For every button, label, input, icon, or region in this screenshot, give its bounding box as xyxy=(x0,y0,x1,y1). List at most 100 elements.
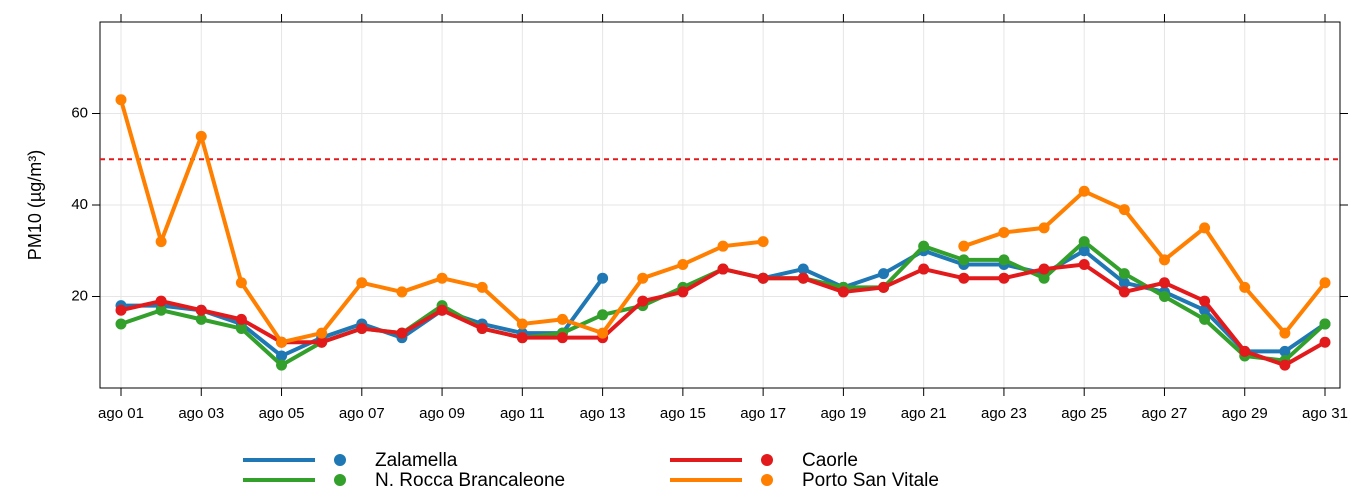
data-point xyxy=(155,304,167,316)
data-point xyxy=(476,281,488,293)
data-point xyxy=(1158,291,1170,302)
x-tick-label: ago 05 xyxy=(259,405,305,422)
legend-label: Caorle xyxy=(802,450,858,471)
data-point xyxy=(155,236,167,248)
y-axis-label: PM10 (µg/m³) xyxy=(25,150,45,260)
data-point xyxy=(155,295,167,307)
data-point xyxy=(717,240,729,252)
legend-label: N. Rocca Brancaleone xyxy=(375,470,565,488)
x-tick-label: ago 17 xyxy=(740,405,786,422)
data-point xyxy=(1118,204,1130,216)
data-point xyxy=(235,277,247,289)
x-tick-label: ago 21 xyxy=(901,405,947,422)
legend-dot xyxy=(334,454,346,466)
data-point xyxy=(1078,236,1090,248)
series-line xyxy=(120,262,1326,368)
data-point xyxy=(1038,222,1050,234)
data-point xyxy=(115,304,127,316)
data-point xyxy=(1078,258,1090,270)
x-tick-label: ago 23 xyxy=(981,405,1027,422)
x-tick-label: ago 29 xyxy=(1222,405,1268,422)
data-point xyxy=(356,277,368,289)
data-point xyxy=(556,313,568,325)
data-point xyxy=(637,295,649,307)
data-point xyxy=(797,272,809,284)
data-point xyxy=(717,263,729,275)
y-tick-label: 60 xyxy=(71,104,88,121)
data-point xyxy=(878,281,890,293)
data-point xyxy=(1279,327,1291,339)
legend-label: Zalamella xyxy=(375,450,458,471)
data-point xyxy=(115,318,127,330)
data-point xyxy=(556,332,568,344)
data-point xyxy=(1279,359,1291,371)
data-point xyxy=(757,236,769,248)
data-point xyxy=(677,258,689,270)
data-point xyxy=(837,286,849,298)
data-point xyxy=(235,323,247,335)
data-point xyxy=(1319,336,1331,348)
data-point xyxy=(1118,268,1130,280)
data-point xyxy=(1199,222,1211,234)
data-point xyxy=(597,309,609,321)
x-tick-label: ago 13 xyxy=(580,405,626,422)
y-tick-label: 40 xyxy=(71,196,88,213)
data-point xyxy=(998,226,1010,238)
x-tick-label: ago 01 xyxy=(98,405,144,422)
data-point xyxy=(597,272,609,284)
data-point xyxy=(316,327,328,339)
x-tick-label: ago 27 xyxy=(1142,405,1188,422)
x-tick-label: ago 19 xyxy=(820,405,866,422)
data-point xyxy=(356,323,368,335)
data-point xyxy=(998,272,1010,284)
data-point xyxy=(516,332,528,344)
data-point xyxy=(918,240,930,252)
legend-label: Porto San Vitale xyxy=(802,470,939,488)
data-point xyxy=(958,272,970,284)
data-point xyxy=(797,263,809,275)
data-point xyxy=(276,359,288,371)
x-tick-label: ago 31 xyxy=(1302,405,1348,422)
data-point xyxy=(276,350,288,362)
data-point xyxy=(757,272,769,284)
data-point xyxy=(1158,277,1170,289)
data-point xyxy=(436,304,448,316)
x-tick-label: ago 11 xyxy=(500,405,545,422)
legend-dot xyxy=(761,454,773,466)
data-point xyxy=(958,254,970,266)
data-point xyxy=(1199,313,1211,325)
data-point xyxy=(276,336,288,348)
data-point xyxy=(637,272,649,284)
data-point xyxy=(1078,185,1090,197)
data-point xyxy=(396,327,408,339)
data-point xyxy=(998,254,1010,266)
data-point xyxy=(918,263,930,275)
data-point xyxy=(1319,277,1331,289)
data-point xyxy=(1199,295,1211,307)
data-point xyxy=(1038,263,1050,275)
data-point xyxy=(1118,286,1130,298)
data-point xyxy=(878,268,890,280)
data-point xyxy=(516,318,528,330)
data-point xyxy=(1118,277,1130,289)
x-tick-label: ago 09 xyxy=(419,405,465,422)
data-point xyxy=(396,286,408,298)
data-point xyxy=(115,94,127,106)
data-point xyxy=(235,313,247,325)
data-point xyxy=(436,272,448,284)
x-tick-label: ago 07 xyxy=(339,405,385,422)
legend-dot xyxy=(761,474,773,486)
data-point xyxy=(1279,345,1291,357)
data-point xyxy=(476,323,488,335)
y-tick-label: 20 xyxy=(71,287,88,304)
legend-dot xyxy=(334,474,346,486)
data-point xyxy=(1038,272,1050,284)
data-point xyxy=(958,240,970,252)
x-tick-label: ago 25 xyxy=(1061,405,1107,422)
x-tick-label: ago 03 xyxy=(178,405,224,422)
series-line xyxy=(963,189,1327,336)
data-point xyxy=(1319,318,1331,330)
data-point xyxy=(195,313,207,325)
data-point xyxy=(1078,245,1090,257)
